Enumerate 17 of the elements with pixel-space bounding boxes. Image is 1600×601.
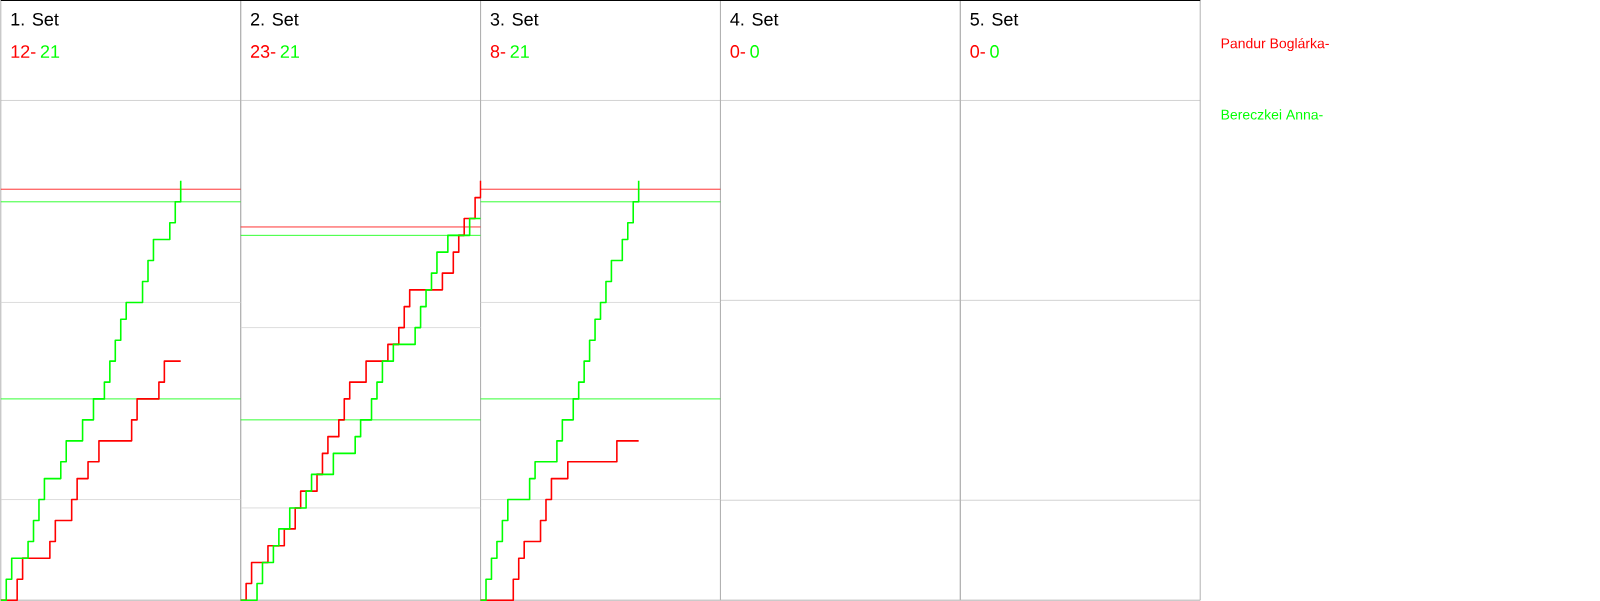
text: 23- (250, 45, 276, 58)
text: 8- (490, 45, 506, 58)
text: 21 (40, 45, 60, 58)
text: Bereczkei Anna- (1221, 109, 1323, 120)
chart-title: 3. Set (490, 12, 539, 26)
text: 21 (280, 45, 300, 58)
text: Pandur Boglárka- (1221, 37, 1329, 52)
text: 0 (990, 45, 999, 58)
chart-title: 2. Set (250, 12, 299, 26)
text: 5. Set (970, 12, 1019, 26)
text: 4. Set (730, 12, 779, 26)
text: 21 (510, 45, 529, 58)
text: 0- (970, 45, 985, 58)
text: 12- (11, 45, 36, 58)
text: 0- (730, 45, 746, 58)
text: 0 (750, 45, 759, 58)
chart-title: 1. Set (11, 12, 59, 26)
